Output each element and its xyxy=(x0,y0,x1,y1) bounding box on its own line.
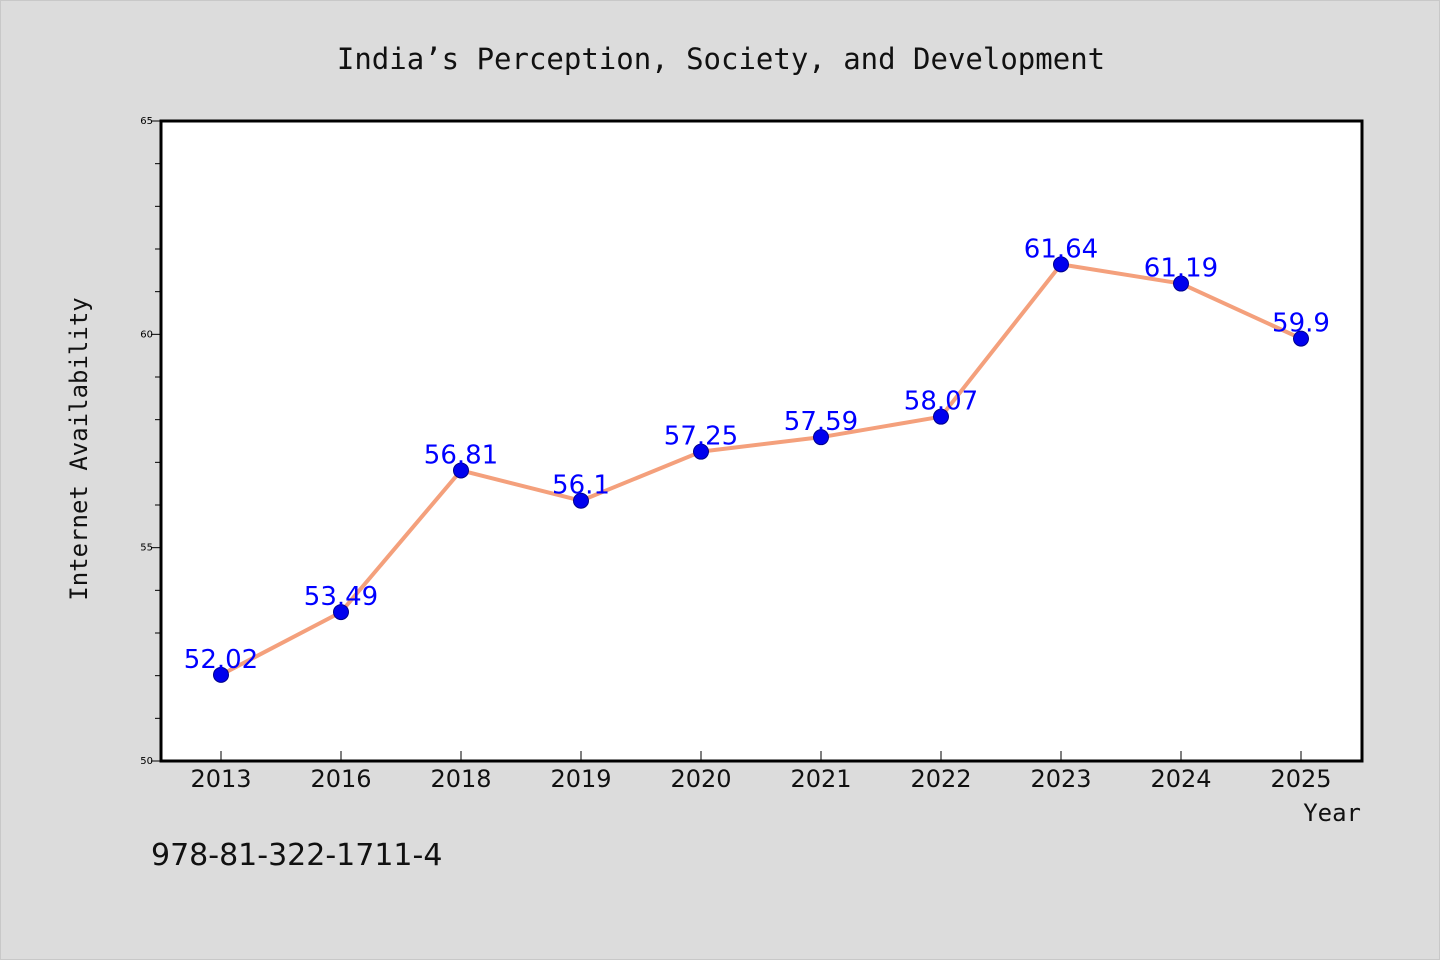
y-tick-label: 65 xyxy=(140,116,153,127)
x-tick-label: 2013 xyxy=(190,765,251,793)
x-tick-label: 2025 xyxy=(1270,765,1331,793)
series-line-group xyxy=(219,262,1303,677)
y-tick-label: 55 xyxy=(140,543,153,554)
data-labels-group: 52.02 53.49 56.81 56.1 57.25 57.59 58.07 61.64 6… xyxy=(184,234,1330,674)
plot-area xyxy=(159,119,1364,763)
data-point xyxy=(453,462,469,479)
data-label: 57.59 xyxy=(784,407,858,437)
x-tick-label: 2021 xyxy=(790,765,851,793)
y-tick-label: 50 xyxy=(140,756,153,767)
data-label: 56.1 xyxy=(552,471,610,501)
x-axis: 2013 2016 2018 2019 2020 2021 2022 2023 2024 2025 xyxy=(190,751,1332,793)
data-point xyxy=(813,429,829,446)
markers-group xyxy=(213,256,1309,683)
x-axis-label: Year xyxy=(1303,799,1361,827)
data-point xyxy=(1173,275,1189,292)
x-tick-label: 2022 xyxy=(910,765,971,793)
data-point xyxy=(333,604,349,621)
x-tick-label: 2019 xyxy=(550,765,611,793)
data-point xyxy=(213,666,229,683)
data-label: 61.64 xyxy=(1024,234,1098,264)
x-tick-label: 2018 xyxy=(430,765,491,793)
data-point xyxy=(933,408,949,425)
data-point xyxy=(1053,256,1069,273)
data-label: 57.25 xyxy=(664,422,738,452)
y-tick-label: 60 xyxy=(140,329,153,340)
chart-title: India’s Perception, Society, and Develop… xyxy=(337,42,1105,76)
data-label: 53.49 xyxy=(304,582,378,612)
x-tick-label: 2016 xyxy=(310,765,371,793)
data-point xyxy=(573,492,589,509)
y-axis-label: Internet Availability xyxy=(65,297,93,600)
series-line xyxy=(219,262,1303,677)
y-axis: 50 55 60 65 xyxy=(140,116,161,767)
x-tick-label: 2020 xyxy=(670,765,731,793)
data-label: 56.81 xyxy=(424,440,498,470)
x-tick-label: 2024 xyxy=(1150,765,1211,793)
data-label: 52.02 xyxy=(184,645,258,675)
x-tick-label: 2023 xyxy=(1030,765,1091,793)
data-label: 58.07 xyxy=(904,387,978,417)
data-point xyxy=(1293,330,1309,347)
data-label: 59.9 xyxy=(1272,309,1330,339)
data-label: 61.19 xyxy=(1144,254,1218,284)
data-point xyxy=(693,443,709,460)
isbn-text: 978-81-322-1711-4 xyxy=(151,838,442,873)
